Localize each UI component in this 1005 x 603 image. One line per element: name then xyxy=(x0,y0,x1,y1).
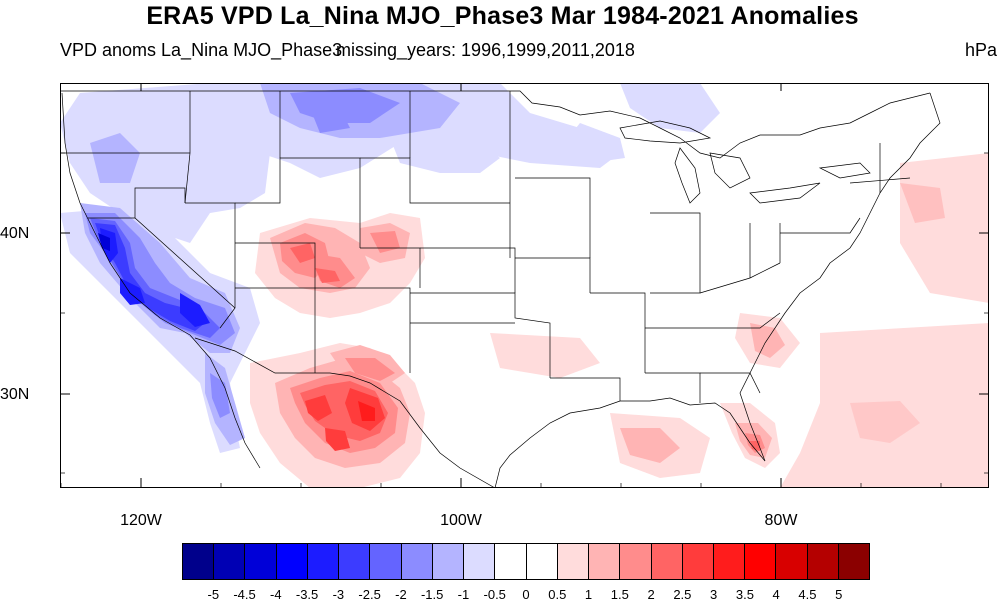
colorbar-tick-label: 3 xyxy=(710,587,718,602)
colorbar-swatch xyxy=(245,544,277,579)
colorbar-tick-label: 0.5 xyxy=(548,587,567,602)
colorbar-swatch xyxy=(651,544,683,579)
colorbar-tick-label: -1 xyxy=(457,587,470,602)
colorbar-tick-label: 0 xyxy=(522,587,530,602)
lat-label-40n: 40N xyxy=(0,225,30,242)
colorbar-swatch xyxy=(464,544,496,579)
colorbar-tick-label: -2.5 xyxy=(358,587,381,602)
colorbar xyxy=(182,543,870,580)
colorbar-swatch xyxy=(401,544,433,579)
anomaly-map xyxy=(60,83,989,488)
lon-label-100w: 100W xyxy=(440,512,482,529)
colorbar-swatch xyxy=(495,544,527,579)
colorbar-tick-label: -0.5 xyxy=(483,587,506,602)
units-label: hPa xyxy=(964,40,997,60)
colorbar-tick-label: 2.5 xyxy=(673,587,692,602)
colorbar-tick-label: -2 xyxy=(395,587,407,602)
colorbar-swatch xyxy=(432,544,465,579)
colorbar-swatch xyxy=(557,544,590,579)
colorbar-tick-label: 4.5 xyxy=(798,587,817,602)
positive-anomaly-shading xyxy=(250,153,989,488)
subtitle-left: VPD anoms La_Nina MJO_Phase3 xyxy=(60,40,343,60)
colorbar-swatch xyxy=(183,544,215,579)
colorbar-swatch xyxy=(713,544,746,579)
colorbar-swatch xyxy=(807,544,839,579)
colorbar-swatch xyxy=(745,544,777,579)
colorbar-tick-label: -3 xyxy=(332,587,345,602)
colorbar-swatch xyxy=(370,544,402,579)
colorbar-swatch xyxy=(682,544,714,579)
map-panel xyxy=(60,83,989,488)
colorbar-tick-label: 1 xyxy=(584,587,593,602)
colorbar-swatch xyxy=(276,544,308,579)
colorbar-tick-label: -4.5 xyxy=(233,587,256,602)
colorbar-swatch xyxy=(526,544,558,579)
colorbar-swatch xyxy=(214,544,246,579)
colorbar-tick-label: 5 xyxy=(835,587,843,602)
political-boundaries xyxy=(60,90,941,488)
colorbar-swatch xyxy=(776,544,808,579)
figure-title: ERA5 VPD La_Nina MJO_Phase3 Mar 1984-202… xyxy=(146,2,859,30)
colorbar-tick-label: 1.5 xyxy=(610,587,629,602)
lon-label-80w: 80W xyxy=(764,512,798,529)
colorbar-swatch xyxy=(620,544,652,579)
lon-label-120w: 120W xyxy=(120,512,162,529)
colorbar-tick-label: 4 xyxy=(772,587,780,602)
colorbar-swatch xyxy=(838,544,870,579)
colorbar-tick-label: 2 xyxy=(647,587,655,602)
colorbar-swatch xyxy=(589,544,621,579)
colorbar-tick-label: -5 xyxy=(207,587,220,602)
colorbar-swatch xyxy=(307,544,340,579)
colorbar-tick-label: -4 xyxy=(270,587,282,602)
colorbar-tick-label: 3.5 xyxy=(735,587,754,602)
subtitle-missing-years: missing_years: 1996,1999,2011,2018 xyxy=(336,40,635,60)
colorbar-tick-label: -3.5 xyxy=(295,587,319,602)
colorbar-tick-label: -1.5 xyxy=(420,587,444,602)
lat-label-30n: 30N xyxy=(0,386,30,403)
colorbar-swatch xyxy=(339,544,371,579)
